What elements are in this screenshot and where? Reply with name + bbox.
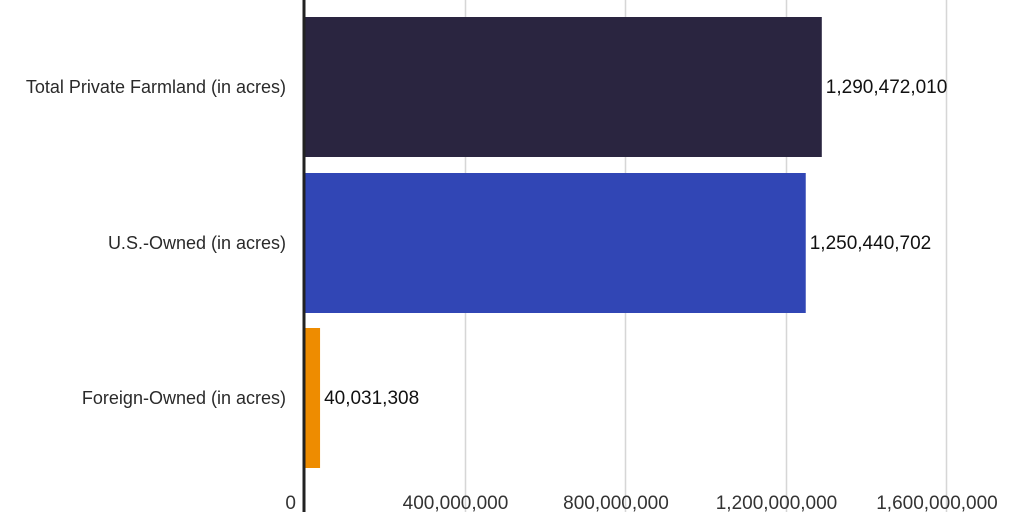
category-label: Foreign-Owned (in acres) [82,388,286,408]
bar-u-s-owned-in-acres [304,173,806,313]
value-label: 1,290,472,010 [826,77,948,98]
x-tick-label: 800,000,000 [563,493,669,512]
category-label: Total Private Farmland (in acres) [26,77,286,97]
bar-total-private-farmland-in-acres [304,17,822,157]
x-tick-label: 1,200,000,000 [716,493,838,512]
x-axis-ticks: 0 400,000,000 800,000,000 1,200,000,000 1,60… [285,493,997,512]
bars [304,17,822,468]
value-label: 40,031,308 [324,388,419,409]
x-tick-label: 400,000,000 [403,493,509,512]
x-tick-label: 0 [285,493,296,512]
bar-foreign-owned-in-acres [304,328,321,468]
value-label: 1,250,440,702 [810,233,932,254]
value-labels: 1,290,472,010 1,250,440,702 40,031,308 [324,77,947,409]
category-label: U.S.-Owned (in acres) [108,233,286,253]
category-labels: Total Private Farmland (in acres) U.S.-Ow… [26,77,286,408]
x-tick-label: 1,600,000,000 [876,493,998,512]
